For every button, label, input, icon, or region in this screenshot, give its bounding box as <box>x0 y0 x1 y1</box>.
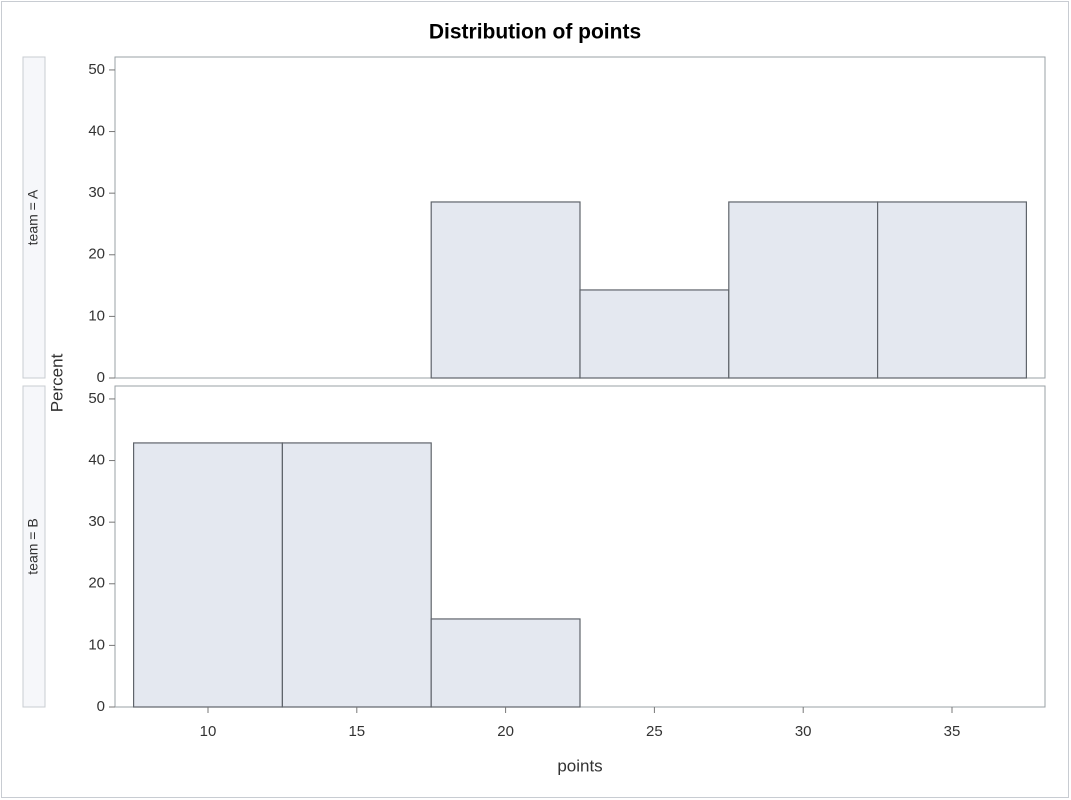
x-tick-label: 20 <box>497 723 514 740</box>
y-tick-label: 30 <box>88 184 105 201</box>
x-tick-label: 25 <box>646 723 663 740</box>
y-tick-label: 40 <box>88 452 105 469</box>
y-tick-label: 20 <box>88 246 105 263</box>
bar <box>579 289 730 379</box>
panel-label: team = B <box>25 518 41 574</box>
y-tick-label: 0 <box>97 698 105 715</box>
y-tick-label: 10 <box>88 307 105 324</box>
strip <box>22 385 46 708</box>
bar <box>430 201 581 379</box>
x-tick-label: 30 <box>795 723 812 740</box>
y-tick-label: 10 <box>88 636 105 653</box>
x-tick-label: 10 <box>200 723 217 740</box>
y-tick-label: 20 <box>88 575 105 592</box>
bar <box>876 201 1027 379</box>
panel-label: team = A <box>25 189 41 245</box>
bar <box>430 618 581 708</box>
x-axis-label: points <box>557 756 602 775</box>
chart-title: Distribution of points <box>429 21 641 44</box>
y-tick-label: 50 <box>88 61 105 78</box>
bar <box>133 442 284 708</box>
strip <box>22 56 46 379</box>
bar <box>728 201 879 379</box>
y-tick-label: 50 <box>88 390 105 407</box>
y-tick-label: 0 <box>97 369 105 386</box>
y-tick-label: 30 <box>88 513 105 530</box>
x-tick-label: 35 <box>944 723 961 740</box>
x-tick-label: 15 <box>348 723 365 740</box>
bar <box>281 442 432 708</box>
y-tick-label: 40 <box>88 123 105 140</box>
y-axis-label: Percent <box>47 353 66 412</box>
